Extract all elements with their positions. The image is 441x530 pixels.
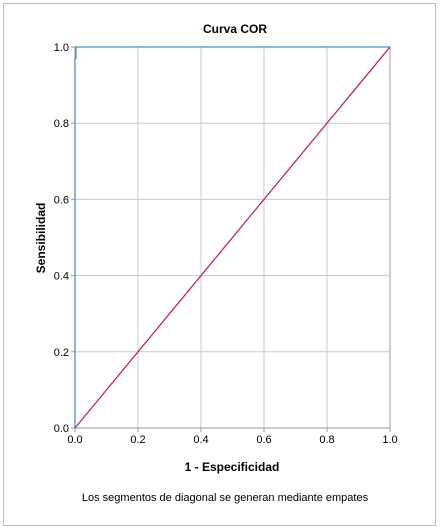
y-tick-label: 0.4 (54, 271, 69, 283)
x-tick-label: 0.8 (319, 434, 334, 446)
roc-curve-line (74, 46, 390, 428)
chart-title: Curva COR (203, 22, 267, 36)
series-layer (74, 46, 391, 429)
diagonal-reference-line (74, 46, 391, 429)
x-tick-label: 1.0 (382, 434, 397, 446)
x-tick-label: 0.6 (256, 434, 271, 446)
x-tick-label: 0.4 (193, 434, 208, 446)
y-axis-label: Sensibilidad (34, 203, 48, 274)
y-tick-label: 0.0 (54, 423, 69, 435)
x-tick-label: 0.0 (67, 434, 82, 446)
tick-labels: 0.0 0.2 0.4 0.6 0.8 1.0 0.0 0.2 0.4 0.6 0.8 1.0 (54, 42, 398, 446)
y-tick-label: 0.8 (54, 118, 69, 130)
y-tick-label: 0.6 (54, 194, 69, 206)
x-axis-label: 1 - Especificidad (185, 460, 280, 474)
x-tick-label: 0.2 (130, 434, 145, 446)
chart-footnote: Los segmentos de diagonal se generan med… (82, 492, 369, 504)
y-tick-label: 0.2 (54, 347, 69, 359)
y-tick-label: 1.0 (54, 42, 69, 54)
